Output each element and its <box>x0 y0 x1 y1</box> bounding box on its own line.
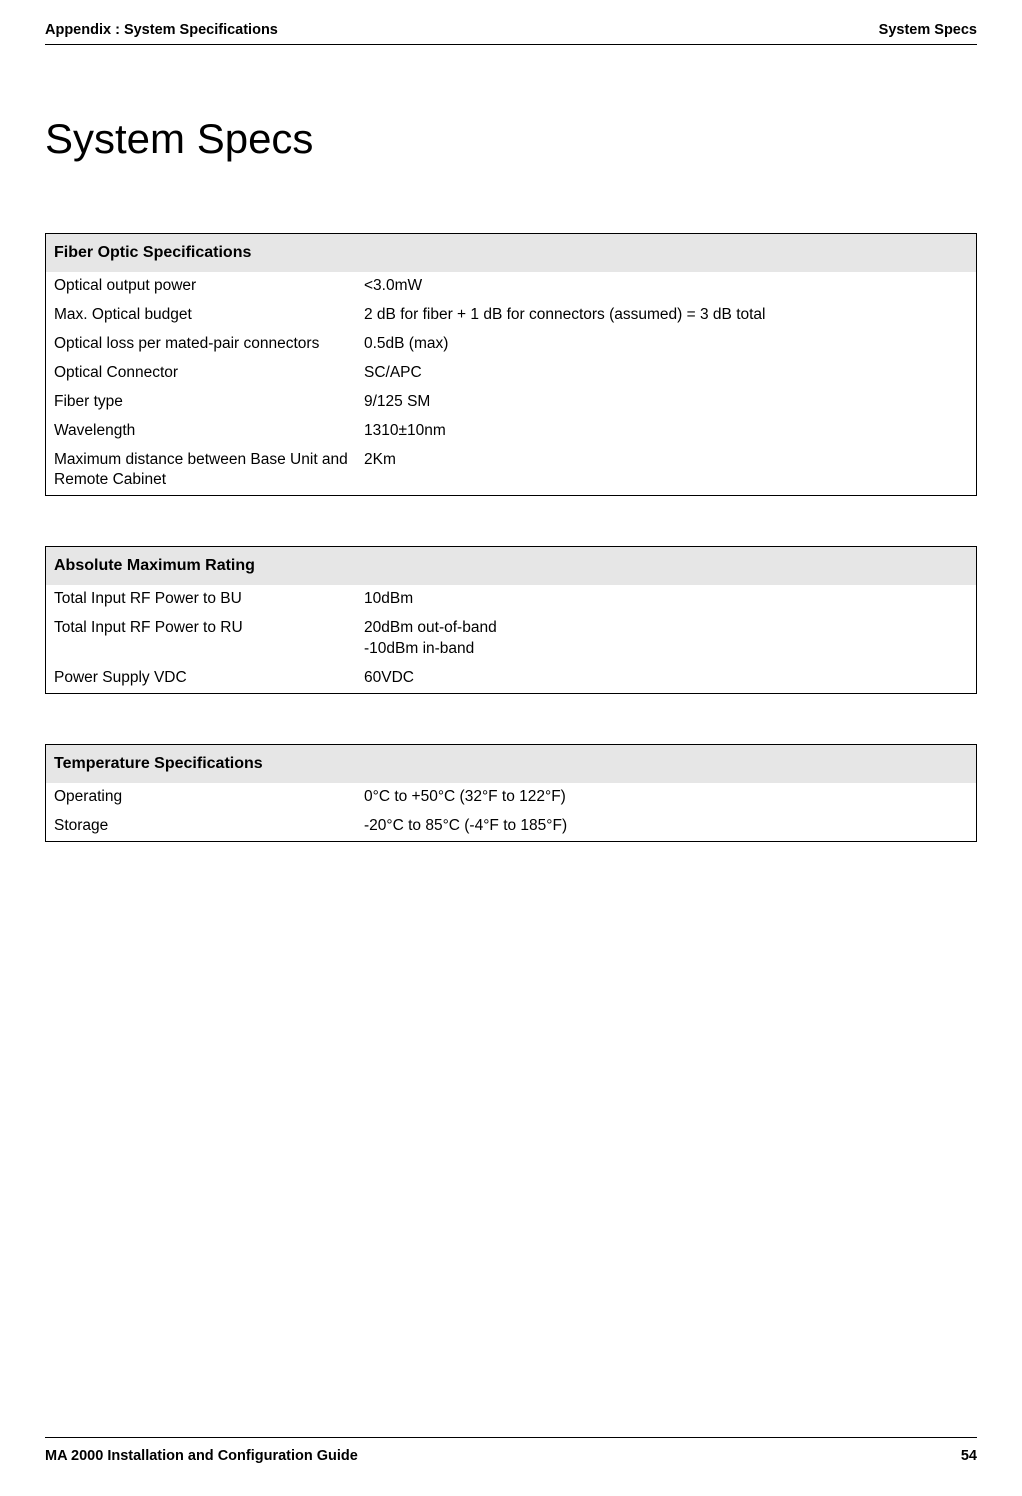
row-value: SC/APC <box>364 363 968 384</box>
row-label: Total Input RF Power to BU <box>54 589 364 610</box>
page-header: Appendix : System Specifications System … <box>45 22 977 45</box>
row-label: Power Supply VDC <box>54 668 364 689</box>
row-value: 20dBm out-of-band -10dBm in-band <box>364 618 968 660</box>
table-row: Total Input RF Power to BU 10dBm <box>46 585 976 614</box>
page-title: System Specs <box>45 115 977 163</box>
row-value: -20°C to 85°C (-4°F to 185°F) <box>364 816 968 837</box>
table-header: Absolute Maximum Rating <box>46 547 976 585</box>
header-left: Appendix : System Specifications <box>45 22 278 38</box>
table-row: Optical output power <3.0mW <box>46 272 976 301</box>
header-right: System Specs <box>879 22 977 38</box>
table-row: Maximum distance between Base Unit and R… <box>46 446 976 496</box>
table-row: Total Input RF Power to RU 20dBm out-of-… <box>46 614 976 664</box>
row-value: <3.0mW <box>364 276 968 297</box>
row-label: Optical output power <box>54 276 364 297</box>
table-row: Wavelength 1310±10nm <box>46 417 976 446</box>
row-value: 60VDC <box>364 668 968 689</box>
row-value: 2Km <box>364 450 968 492</box>
table-row: Optical loss per mated-pair connectors 0… <box>46 330 976 359</box>
table-header: Temperature Specifications <box>46 745 976 783</box>
row-label: Max. Optical budget <box>54 305 364 326</box>
table-row: Fiber type 9/125 SM <box>46 388 976 417</box>
table-row: Operating 0°C to +50°C (32°F to 122°F) <box>46 783 976 812</box>
page-footer: MA 2000 Installation and Configuration G… <box>45 1437 977 1464</box>
row-label: Storage <box>54 816 364 837</box>
absolute-max-table: Absolute Maximum Rating Total Input RF P… <box>45 546 977 694</box>
row-label: Total Input RF Power to RU <box>54 618 364 660</box>
temperature-table: Temperature Specifications Operating 0°C… <box>45 744 977 842</box>
table-header: Fiber Optic Specifications <box>46 234 976 272</box>
row-value: 0.5dB (max) <box>364 334 968 355</box>
row-label: Wavelength <box>54 421 364 442</box>
row-label: Optical loss per mated-pair connectors <box>54 334 364 355</box>
row-label: Operating <box>54 787 364 808</box>
row-value: 2 dB for fiber + 1 dB for connectors (as… <box>364 305 968 326</box>
table-row: Max. Optical budget 2 dB for fiber + 1 d… <box>46 301 976 330</box>
row-label: Fiber type <box>54 392 364 413</box>
footer-left: MA 2000 Installation and Configuration G… <box>45 1448 358 1464</box>
row-value: 9/125 SM <box>364 392 968 413</box>
row-label: Maximum distance between Base Unit and R… <box>54 450 364 492</box>
row-value: 1310±10nm <box>364 421 968 442</box>
row-label: Optical Connector <box>54 363 364 384</box>
row-value: 0°C to +50°C (32°F to 122°F) <box>364 787 968 808</box>
row-value: 10dBm <box>364 589 968 610</box>
table-row: Power Supply VDC 60VDC <box>46 664 976 693</box>
table-row: Optical Connector SC/APC <box>46 359 976 388</box>
footer-page-number: 54 <box>961 1448 977 1464</box>
table-row: Storage -20°C to 85°C (-4°F to 185°F) <box>46 812 976 841</box>
fiber-optic-table: Fiber Optic Specifications Optical outpu… <box>45 233 977 496</box>
